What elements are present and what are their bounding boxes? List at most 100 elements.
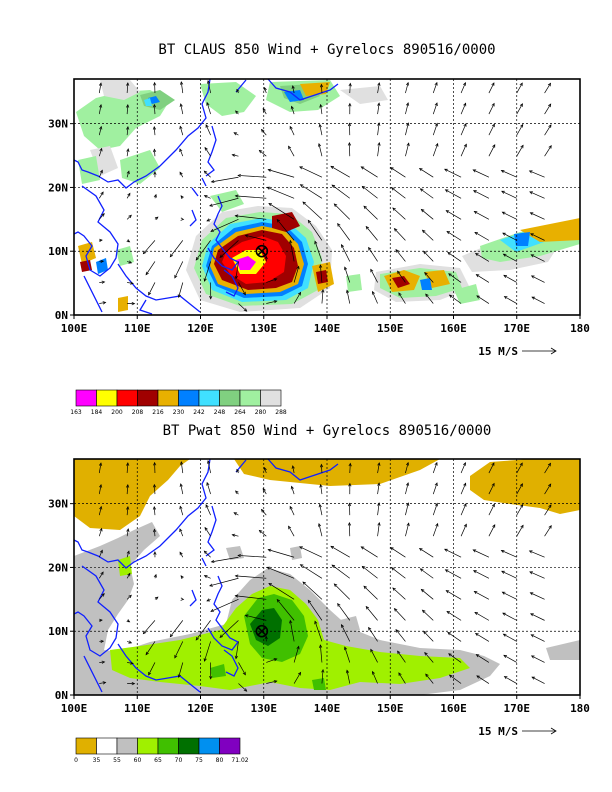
wind-vector-head [299, 564, 304, 568]
wind-vector [474, 232, 490, 241]
wind-vector-head [447, 632, 451, 636]
wind-vector-head [142, 630, 147, 635]
wind-vector-head [491, 462, 495, 466]
wind-vector-head [425, 293, 429, 298]
cloud-patch [100, 80, 140, 100]
wind-vector-head [500, 549, 505, 553]
wind-vector-head [264, 635, 268, 640]
colorbar-swatch [219, 737, 241, 755]
wind-vector-head [491, 123, 495, 128]
wind-vector [204, 575, 211, 579]
wind-vector [321, 84, 323, 94]
wind-vector [235, 641, 239, 659]
wind-vector [205, 504, 211, 516]
wind-vector [341, 244, 351, 262]
wind-vector [264, 467, 267, 474]
wind-vector-head [219, 254, 224, 259]
wind-vector [126, 462, 129, 474]
wind-vector [314, 241, 323, 262]
wind-vector [195, 240, 211, 261]
cloud-patch [420, 278, 432, 290]
wind-vector-head [548, 504, 552, 508]
wind-vector [460, 144, 467, 157]
wind-vector-head [219, 634, 224, 639]
wind-vector-head [276, 218, 281, 223]
wind-vector-head [435, 142, 439, 147]
wind-vector [432, 143, 439, 157]
colorbar-swatch [96, 389, 118, 407]
wind-vector [544, 463, 551, 474]
wind-vector-head [98, 462, 103, 467]
wind-vector [474, 591, 490, 600]
wind-vector [377, 482, 380, 495]
wind-vector-head [423, 250, 427, 255]
wind-vector-head [268, 582, 272, 587]
wind-vector-head [330, 545, 335, 549]
wind-vector [425, 673, 434, 684]
wind-vector [179, 528, 184, 537]
wind-vector-head [100, 639, 105, 643]
wind-vector-head [419, 568, 424, 572]
wind-vector [372, 291, 378, 304]
wind-vector [337, 603, 351, 621]
wind-vector [504, 296, 517, 304]
cloud-patch [80, 260, 92, 272]
wind-vector-head [445, 210, 450, 214]
wind-vector [449, 294, 462, 304]
wind-vector [501, 190, 517, 199]
data-field [76, 80, 580, 312]
wind-vector-head [99, 549, 103, 554]
pwat-patch [470, 459, 580, 514]
wind-vector [377, 122, 380, 136]
wind-vector-head [418, 168, 423, 172]
wind-vector [268, 203, 295, 220]
cloud-patch [144, 98, 152, 106]
wind-vector [488, 483, 495, 495]
y-tick-label: 10N [48, 245, 68, 258]
wind-vector-head [472, 169, 477, 173]
wind-vector-head [101, 213, 105, 217]
wind-vector-head [371, 670, 375, 675]
wind-vector-head [371, 290, 375, 295]
wind-vector [261, 129, 267, 136]
wind-vector-head [474, 632, 479, 637]
wind-vector [530, 233, 545, 241]
wind-vector-head [126, 239, 131, 243]
wind-vector-head [126, 82, 130, 86]
wind-vector-head [234, 214, 239, 218]
x-tick-label: 120E [187, 702, 214, 715]
wind-vector-head [237, 554, 241, 558]
wind-vector-head [299, 546, 303, 550]
pwat-patch [118, 556, 132, 576]
wind-vector-head [319, 83, 324, 88]
wind-vector-head [263, 466, 267, 471]
coastlines [73, 458, 339, 693]
wind-vector-head [102, 301, 107, 305]
wind-vector [210, 219, 239, 232]
wind-vector [268, 583, 295, 600]
wind-vector [488, 524, 496, 537]
wind-vector-head [398, 292, 402, 296]
wind-vector [293, 672, 301, 684]
wind-vector-head [174, 274, 178, 279]
wind-vector [488, 144, 496, 157]
wind-vector-head [203, 170, 208, 175]
wind-vector [419, 168, 434, 178]
wind-vector-head [425, 673, 429, 678]
wind-vector-head [99, 618, 103, 622]
wind-vector-head [528, 550, 533, 554]
wind-vector-head [424, 651, 428, 656]
cloud-patch [340, 86, 388, 104]
wind-vector-head [363, 585, 367, 590]
wind-vector-head [289, 125, 293, 130]
wind-vector-head [530, 613, 534, 617]
wind-vector-head [267, 168, 272, 172]
wind-vector-head [531, 296, 536, 300]
wind-vector [235, 261, 239, 279]
wind-vector [531, 655, 545, 663]
wind-vector [154, 149, 156, 157]
wind-vector-head [258, 149, 263, 154]
wind-vector [153, 104, 156, 115]
wind-vector [330, 165, 350, 178]
